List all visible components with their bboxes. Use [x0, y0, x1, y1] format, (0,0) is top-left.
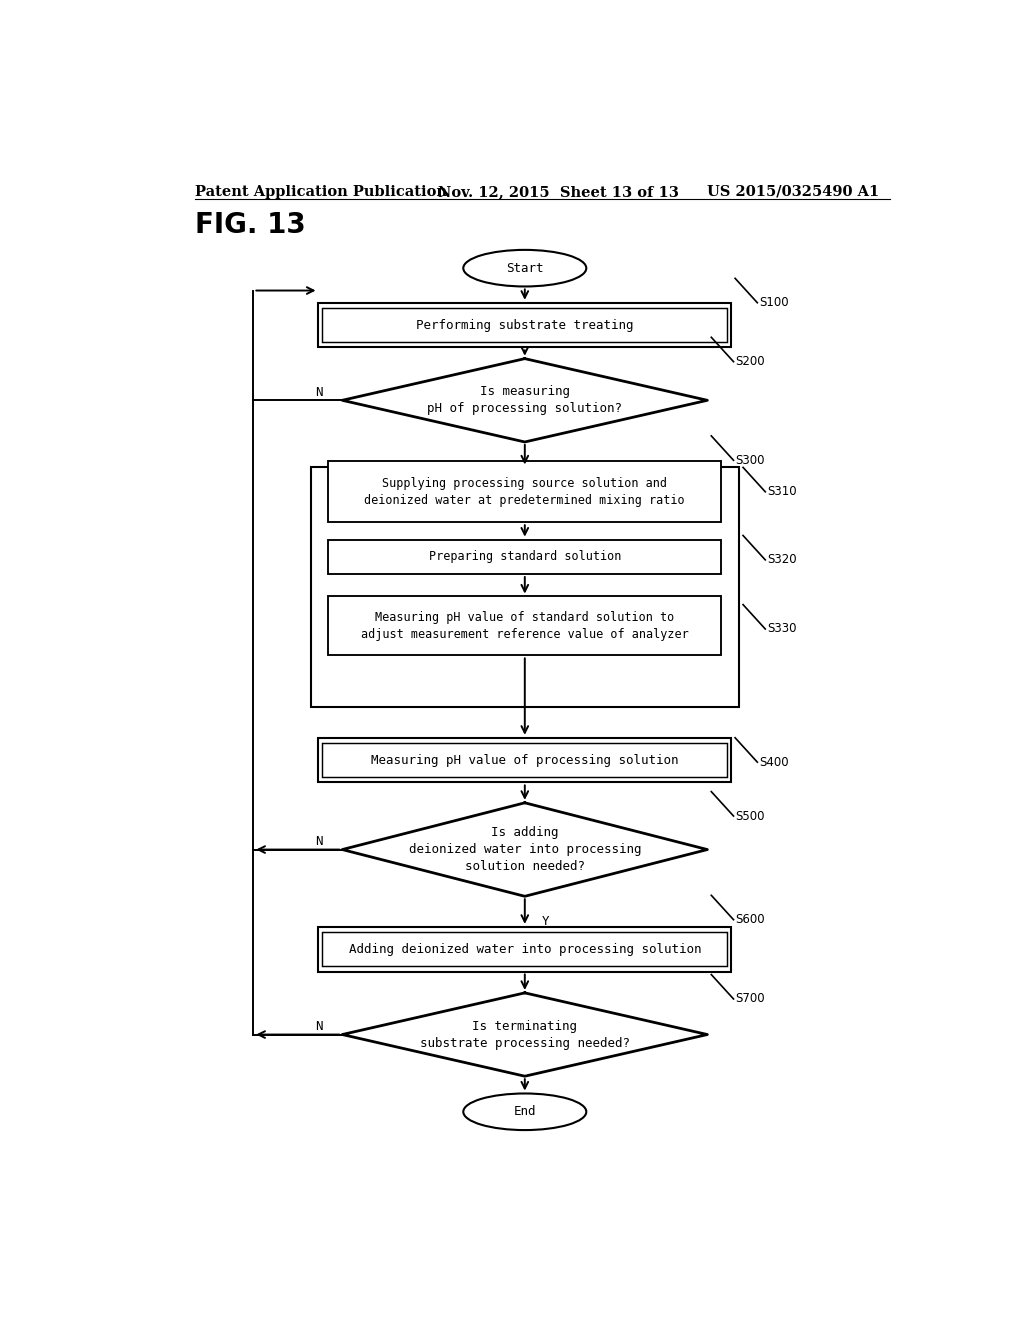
FancyBboxPatch shape — [318, 738, 731, 783]
Text: S600: S600 — [735, 913, 765, 927]
Ellipse shape — [463, 249, 587, 286]
Text: S700: S700 — [735, 993, 765, 1006]
Text: Patent Application Publication: Patent Application Publication — [196, 185, 447, 199]
FancyBboxPatch shape — [329, 597, 721, 656]
Text: Is measuring
pH of processing solution?: Is measuring pH of processing solution? — [427, 385, 623, 416]
FancyBboxPatch shape — [323, 308, 727, 342]
Polygon shape — [342, 993, 708, 1076]
Text: S330: S330 — [767, 623, 797, 635]
Text: S300: S300 — [735, 454, 765, 467]
FancyBboxPatch shape — [329, 461, 721, 523]
Text: Is terminating
substrate processing needed?: Is terminating substrate processing need… — [420, 1019, 630, 1049]
Text: N: N — [315, 1020, 323, 1034]
Text: Performing substrate treating: Performing substrate treating — [416, 318, 634, 331]
Text: S320: S320 — [767, 553, 797, 566]
FancyBboxPatch shape — [329, 540, 721, 574]
Text: FIG. 13: FIG. 13 — [196, 211, 306, 239]
Text: S500: S500 — [735, 809, 765, 822]
Polygon shape — [342, 359, 708, 442]
Text: Measuring pH value of processing solution: Measuring pH value of processing solutio… — [371, 754, 679, 767]
Polygon shape — [342, 803, 708, 896]
Ellipse shape — [463, 1093, 587, 1130]
FancyBboxPatch shape — [310, 467, 739, 708]
Text: N: N — [315, 836, 323, 847]
Text: Supplying processing source solution and
deionized water at predetermined mixing: Supplying processing source solution and… — [365, 477, 685, 507]
Text: S100: S100 — [759, 296, 788, 309]
Text: Preparing standard solution: Preparing standard solution — [429, 550, 621, 564]
Text: End: End — [514, 1105, 536, 1118]
FancyBboxPatch shape — [323, 932, 727, 966]
Text: S400: S400 — [759, 755, 788, 768]
Text: US 2015/0325490 A1: US 2015/0325490 A1 — [708, 185, 880, 199]
Text: Measuring pH value of standard solution to
adjust measurement reference value of: Measuring pH value of standard solution … — [360, 611, 689, 642]
Text: Nov. 12, 2015  Sheet 13 of 13: Nov. 12, 2015 Sheet 13 of 13 — [437, 185, 678, 199]
FancyBboxPatch shape — [323, 743, 727, 777]
Text: Start: Start — [506, 261, 544, 275]
FancyBboxPatch shape — [318, 927, 731, 972]
FancyBboxPatch shape — [318, 302, 731, 347]
Text: Y: Y — [543, 461, 550, 474]
Text: Is adding
deionized water into processing
solution needed?: Is adding deionized water into processin… — [409, 826, 641, 873]
Text: Y: Y — [543, 1094, 550, 1107]
Text: S310: S310 — [767, 486, 797, 498]
Text: Adding deionized water into processing solution: Adding deionized water into processing s… — [348, 942, 701, 956]
Text: N: N — [315, 385, 323, 399]
Text: S200: S200 — [735, 355, 765, 368]
Text: Y: Y — [543, 915, 550, 928]
